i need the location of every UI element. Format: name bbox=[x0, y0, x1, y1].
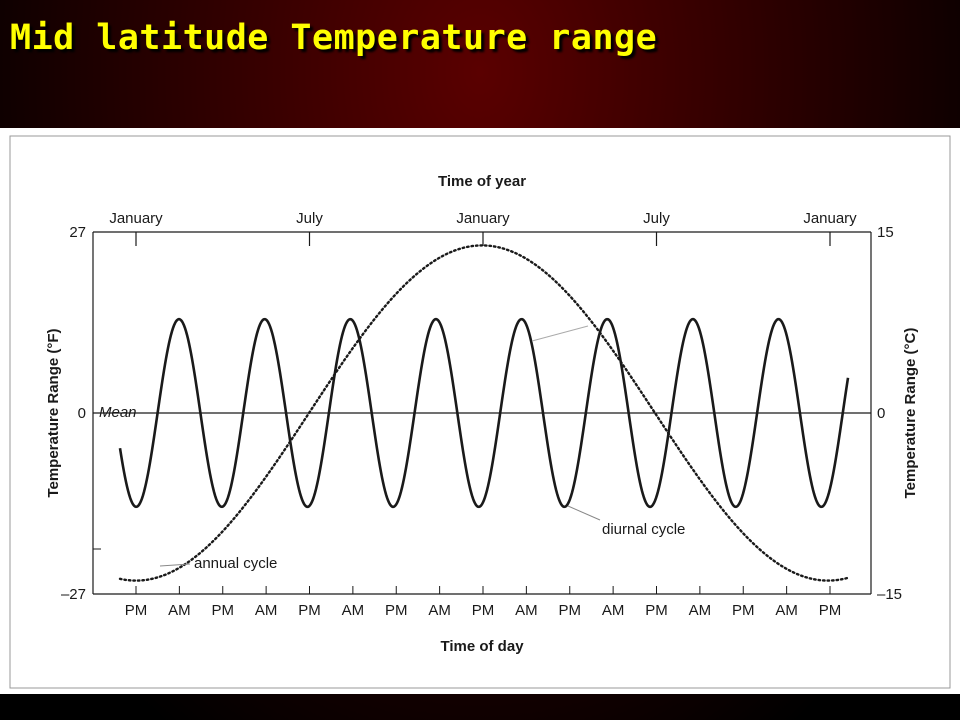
right-axis-label: Temperature Range (°C) bbox=[902, 328, 919, 499]
bottom-tick-label: PM bbox=[385, 602, 408, 619]
bottom-axis-label: Time of day bbox=[440, 638, 524, 655]
top-tick-label: January bbox=[456, 210, 510, 227]
bottom-tick-label: PM bbox=[732, 602, 755, 619]
top-tick-label: January bbox=[803, 210, 857, 227]
diurnal-cycle-line bbox=[118, 317, 850, 509]
bottom-tick-label: AM bbox=[775, 602, 798, 619]
left-tick-label: –27 bbox=[61, 586, 86, 603]
bottom-tick-label: AM bbox=[168, 602, 191, 619]
top-tick-label: January bbox=[109, 210, 163, 227]
diurnal-cycle-leader bbox=[567, 505, 601, 521]
bottom-tick-label: PM bbox=[559, 602, 582, 619]
bottom-tick-label: PM bbox=[645, 602, 668, 619]
temperature-range-chart: Mean Time of year Time of day Temperatur… bbox=[9, 135, 951, 689]
left-tick-label: 0 bbox=[78, 405, 86, 422]
diurnal-cycle-leader-top bbox=[531, 325, 589, 342]
right-tick-label: 0 bbox=[877, 405, 885, 422]
top-tick-label: July bbox=[296, 210, 323, 227]
bottom-tick-label: AM bbox=[342, 602, 365, 619]
bottom-tick-label: PM bbox=[212, 602, 235, 619]
slide-title: Mid latitude Temperature range bbox=[10, 18, 658, 58]
mean-label: Mean bbox=[99, 404, 137, 421]
annual-cycle-annotation: annual cycle bbox=[194, 555, 277, 572]
bottom-tick-label: AM bbox=[255, 602, 278, 619]
bottom-tick-label: PM bbox=[298, 602, 321, 619]
annual-cycle-leader bbox=[159, 563, 191, 567]
annual-cycle-line bbox=[118, 244, 850, 582]
bottom-tick-label: AM bbox=[602, 602, 625, 619]
right-tick-label: –15 bbox=[877, 586, 902, 603]
chart-panel: Mean Time of year Time of day Temperatur… bbox=[0, 128, 960, 694]
bottom-tick-label: PM bbox=[819, 602, 842, 619]
bottom-tick-label: AM bbox=[515, 602, 538, 619]
top-axis-label: Time of year bbox=[438, 173, 526, 190]
top-tick-label: July bbox=[643, 210, 670, 227]
bottom-tick-label: AM bbox=[689, 602, 712, 619]
bottom-tick-label: AM bbox=[428, 602, 451, 619]
panel-border bbox=[9, 135, 951, 689]
right-tick-label: 15 bbox=[877, 224, 894, 241]
left-axis-label: Temperature Range (°F) bbox=[45, 328, 62, 497]
diurnal-cycle-annotation: diurnal cycle bbox=[602, 521, 685, 538]
bottom-tick-label: PM bbox=[125, 602, 148, 619]
bottom-tick-label: PM bbox=[472, 602, 495, 619]
left-tick-label: 27 bbox=[69, 224, 86, 241]
